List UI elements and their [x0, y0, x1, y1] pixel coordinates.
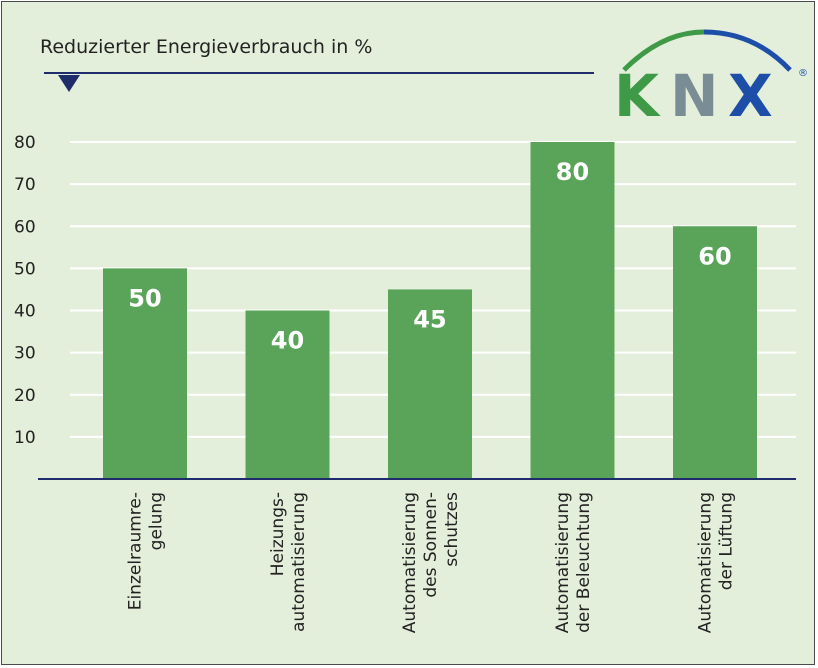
bar: [103, 268, 187, 479]
y-axis-ticks: 10 20 30 40 50 60 70 80: [14, 133, 36, 448]
bar-data-label: 45: [413, 305, 446, 333]
bar-data-label: 50: [128, 284, 161, 312]
bar: [245, 310, 330, 479]
x-axis-categories: Einzelraumre-gelung Heizungs-automatisier…: [126, 492, 737, 633]
y-tick-label: 60: [14, 217, 36, 237]
category-label: des Sonnen-: [421, 492, 441, 598]
logo-arc-blue: [703, 29, 792, 72]
category-label: Automatisierung: [553, 492, 573, 633]
y-tick-label: 10: [14, 428, 36, 448]
knx-logo: K N X ®: [614, 29, 808, 130]
category-label: Einzelraumre-: [126, 492, 146, 610]
logo-arc-green: [622, 29, 705, 72]
logo-registered-mark: ®: [798, 68, 808, 79]
category-label: gelung: [147, 492, 167, 550]
y-tick-label: 20: [14, 386, 36, 406]
y-tick-label: 70: [14, 175, 36, 195]
bar: [673, 226, 757, 479]
category-label: der Beleuchtung: [574, 492, 594, 633]
bars: [103, 142, 757, 479]
bar-data-label: 80: [556, 158, 589, 186]
bar: [388, 289, 472, 479]
y-tick-label: 80: [14, 133, 36, 153]
y-tick-label: 50: [14, 259, 36, 279]
category-label: der Lüftung: [717, 492, 737, 590]
bar: [530, 142, 615, 479]
data-labels: 50 40 45 80 60: [128, 158, 731, 355]
category-label: Automatisierung: [400, 492, 420, 633]
logo-letter-x: X: [728, 62, 773, 130]
y-tick-label: 30: [14, 344, 36, 364]
logo-letter-n: N: [670, 62, 719, 130]
title-marker-icon: [58, 75, 80, 92]
chart-title: Reduzierter Energieverbrauch in %: [40, 36, 372, 58]
y-tick-label: 40: [14, 302, 36, 322]
bar-data-label: 60: [698, 242, 731, 270]
category-label: Heizungs-: [268, 492, 288, 576]
category-label: schutzes: [442, 492, 462, 567]
category-label: automatisierung: [289, 492, 309, 632]
category-label: Automatisierung: [696, 492, 716, 633]
bar-data-label: 40: [271, 327, 304, 355]
logo-letter-k: K: [614, 62, 661, 130]
